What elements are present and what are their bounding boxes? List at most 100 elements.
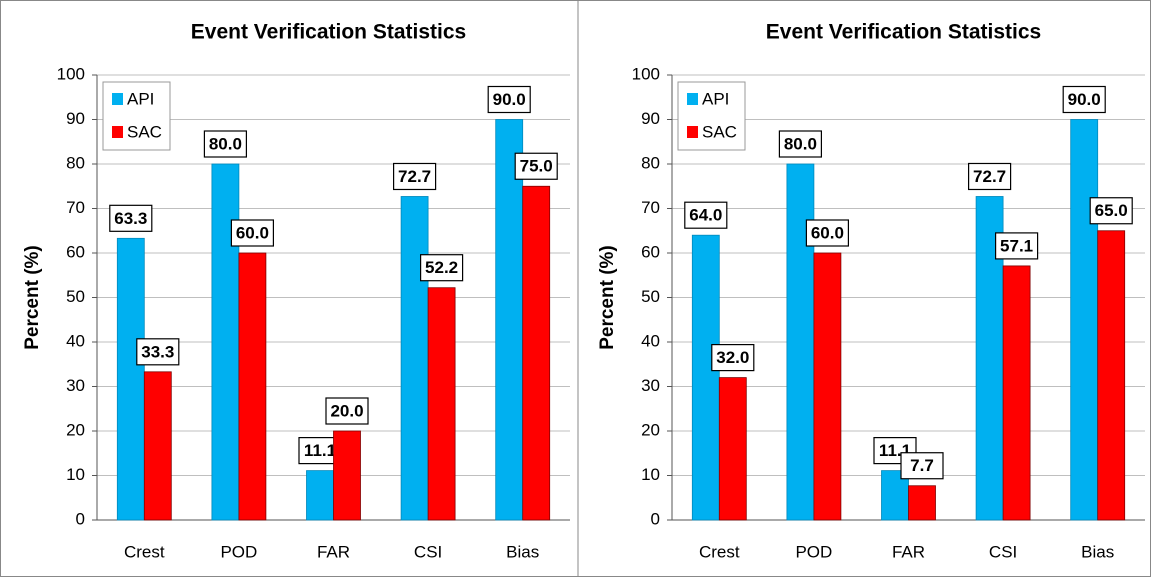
value-label-box xyxy=(1089,197,1133,225)
legend-label: API xyxy=(127,89,154,108)
bar xyxy=(691,234,720,521)
value-label-box xyxy=(487,85,531,114)
value-label-box xyxy=(420,254,464,282)
chart-title: Event Verification Statistics xyxy=(766,21,1041,44)
bar xyxy=(786,163,815,521)
value-label: 33.3 xyxy=(141,342,174,361)
value-label: 80.0 xyxy=(209,134,242,153)
bar xyxy=(116,237,145,521)
chart-title: Event Verification Statistics xyxy=(191,21,466,44)
bar xyxy=(333,430,361,521)
bar xyxy=(427,287,456,521)
value-label-box xyxy=(514,152,558,180)
value-label-box xyxy=(230,219,274,247)
legend-swatch xyxy=(112,93,123,105)
legend-swatch xyxy=(687,93,698,105)
legend-label: API xyxy=(702,89,729,108)
x-tick-label: Bias xyxy=(506,542,539,561)
value-label-box xyxy=(805,219,850,247)
bar xyxy=(1070,119,1099,521)
value-label-box xyxy=(136,338,180,366)
bar xyxy=(908,485,936,521)
value-label: 75.0 xyxy=(520,157,553,176)
x-tick-label: POD xyxy=(220,542,257,561)
y-tick-label: 50 xyxy=(66,287,85,306)
value-label-box xyxy=(994,232,1039,260)
value-label-box xyxy=(684,201,728,229)
bar xyxy=(1002,265,1031,521)
value-label-box xyxy=(325,397,369,425)
bar xyxy=(306,470,334,521)
value-label-box xyxy=(203,130,247,158)
value-label: 32.0 xyxy=(716,348,749,367)
x-tick-label: FAR xyxy=(892,542,925,561)
value-label: 72.7 xyxy=(973,167,1006,186)
value-label-box xyxy=(900,452,944,480)
y-tick-label: 70 xyxy=(641,198,660,217)
y-tick-label: 40 xyxy=(66,331,85,350)
x-tick-label: CSI xyxy=(989,542,1017,561)
y-tick-label: 60 xyxy=(641,242,660,261)
value-label: 11.1 xyxy=(304,441,336,460)
y-axis-label: Percent (%) xyxy=(597,245,618,350)
value-label: 90.0 xyxy=(1068,90,1101,109)
value-label: 57.1 xyxy=(1000,236,1033,255)
bar xyxy=(522,185,551,521)
y-tick-label: 20 xyxy=(641,420,660,439)
y-tick-label: 60 xyxy=(66,242,85,261)
value-label-box xyxy=(393,162,437,191)
legend-label: SAC xyxy=(702,122,737,141)
value-label: 80.0 xyxy=(784,134,817,153)
bar xyxy=(1097,230,1126,521)
y-tick-label: 100 xyxy=(632,64,660,83)
x-tick-label: FAR xyxy=(317,542,350,561)
x-tick-label: CSI xyxy=(414,542,442,561)
legend-label: SAC xyxy=(127,122,162,141)
value-label: 7.7 xyxy=(910,456,934,475)
bar xyxy=(495,119,524,521)
y-tick-label: 0 xyxy=(651,509,660,528)
value-label: 63.3 xyxy=(114,209,147,228)
y-tick-label: 90 xyxy=(641,109,660,128)
y-tick-label: 30 xyxy=(641,376,660,395)
bar xyxy=(238,252,267,521)
value-label: 72.7 xyxy=(398,167,431,186)
bar xyxy=(400,196,429,521)
bar xyxy=(143,371,172,521)
y-tick-label: 40 xyxy=(641,331,660,350)
y-tick-label: 80 xyxy=(641,153,660,172)
legend-swatch xyxy=(112,126,123,138)
value-label-box xyxy=(778,130,823,158)
value-label-box xyxy=(1062,85,1106,114)
value-label: 52.2 xyxy=(425,258,458,277)
value-label-box xyxy=(711,344,755,372)
y-tick-label: 90 xyxy=(66,109,85,128)
value-label: 65.0 xyxy=(1095,201,1128,220)
y-tick-label: 20 xyxy=(66,420,85,439)
legend-swatch xyxy=(687,126,698,138)
value-label-box xyxy=(109,204,153,232)
y-axis-label: Percent (%) xyxy=(22,245,43,350)
value-label-box xyxy=(967,162,1012,191)
x-tick-label: POD xyxy=(795,542,832,561)
bar xyxy=(718,377,747,521)
bar xyxy=(813,252,842,521)
y-tick-label: 70 xyxy=(66,198,85,217)
x-tick-label: Crest xyxy=(699,542,740,561)
y-tick-label: 10 xyxy=(66,465,85,484)
y-tick-label: 10 xyxy=(641,465,660,484)
value-label: 20.0 xyxy=(330,401,363,420)
value-label: 60.0 xyxy=(811,223,844,242)
bar xyxy=(211,163,240,521)
x-tick-label: Bias xyxy=(1081,542,1114,561)
x-tick-label: Crest xyxy=(124,542,165,561)
value-label: 64.0 xyxy=(689,206,722,225)
value-label: 90.0 xyxy=(493,90,526,109)
y-tick-label: 0 xyxy=(76,509,85,528)
y-tick-label: 50 xyxy=(641,287,660,306)
y-tick-label: 100 xyxy=(57,64,85,83)
y-tick-label: 30 xyxy=(66,376,85,395)
y-tick-label: 80 xyxy=(66,153,85,172)
value-label: 60.0 xyxy=(236,223,269,242)
